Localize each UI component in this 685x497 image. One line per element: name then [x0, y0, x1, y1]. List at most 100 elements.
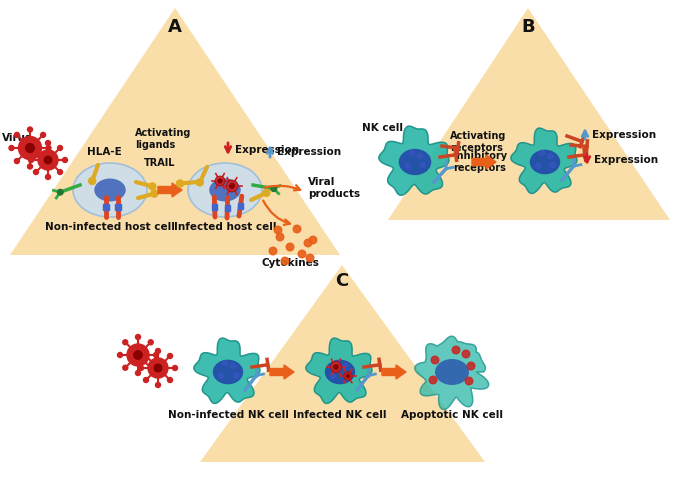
Circle shape [34, 146, 38, 151]
Text: Expression: Expression [277, 147, 341, 157]
Ellipse shape [73, 163, 147, 217]
Circle shape [88, 177, 96, 184]
Circle shape [155, 383, 160, 388]
Circle shape [45, 174, 51, 179]
Circle shape [149, 183, 156, 190]
Circle shape [547, 154, 553, 159]
Circle shape [215, 176, 225, 186]
Circle shape [334, 360, 340, 365]
Circle shape [271, 186, 277, 191]
Text: Infected NK cell: Infected NK cell [293, 410, 387, 420]
Circle shape [269, 247, 277, 255]
Bar [115, 204, 121, 210]
Circle shape [138, 365, 143, 370]
Circle shape [34, 169, 38, 174]
Circle shape [551, 163, 556, 167]
Polygon shape [10, 8, 340, 255]
Text: B: B [521, 18, 535, 36]
Ellipse shape [325, 360, 356, 384]
FancyArrow shape [472, 155, 496, 169]
Circle shape [536, 164, 540, 168]
Circle shape [168, 353, 173, 358]
Circle shape [46, 146, 51, 151]
Circle shape [410, 151, 414, 156]
Circle shape [345, 372, 351, 378]
Circle shape [282, 257, 289, 265]
Circle shape [123, 365, 128, 370]
Circle shape [417, 154, 423, 159]
Circle shape [421, 163, 425, 167]
Circle shape [153, 352, 158, 357]
Circle shape [45, 141, 51, 146]
Circle shape [58, 169, 62, 174]
Circle shape [58, 146, 62, 151]
Ellipse shape [210, 178, 240, 201]
Ellipse shape [188, 163, 262, 217]
Circle shape [263, 189, 270, 196]
Text: Non-infected NK cell: Non-infected NK cell [168, 410, 288, 420]
Ellipse shape [213, 360, 243, 384]
Circle shape [219, 374, 223, 379]
Circle shape [173, 365, 177, 370]
Text: Expression: Expression [235, 145, 299, 155]
Text: NK cell: NK cell [362, 123, 403, 133]
Circle shape [123, 340, 128, 345]
Circle shape [18, 137, 42, 160]
Text: Virus: Virus [2, 133, 32, 143]
Circle shape [229, 184, 234, 188]
Bar [225, 205, 230, 211]
Circle shape [155, 348, 160, 353]
Text: Expression: Expression [592, 130, 656, 140]
Text: Apoptotic NK cell: Apoptotic NK cell [401, 410, 503, 420]
Circle shape [29, 158, 34, 163]
Polygon shape [306, 338, 372, 404]
Circle shape [136, 370, 140, 376]
FancyArrow shape [158, 183, 182, 197]
Circle shape [223, 360, 227, 365]
Circle shape [452, 346, 460, 354]
Circle shape [406, 164, 410, 168]
Polygon shape [379, 126, 449, 195]
Text: C: C [336, 272, 349, 290]
Circle shape [118, 352, 123, 357]
Bar [212, 204, 217, 210]
Circle shape [151, 190, 158, 197]
Circle shape [218, 179, 222, 183]
Circle shape [9, 146, 14, 151]
Circle shape [462, 350, 470, 358]
Circle shape [40, 159, 46, 164]
Circle shape [197, 179, 203, 186]
Circle shape [429, 376, 437, 384]
Polygon shape [200, 265, 485, 462]
FancyArrow shape [270, 365, 294, 379]
Polygon shape [388, 8, 670, 220]
Circle shape [177, 180, 184, 187]
Circle shape [334, 365, 338, 369]
Circle shape [276, 233, 284, 241]
Circle shape [14, 132, 19, 137]
Circle shape [467, 362, 475, 370]
Circle shape [127, 344, 149, 366]
Circle shape [148, 365, 153, 370]
Polygon shape [415, 336, 488, 410]
Text: Expression: Expression [594, 155, 658, 165]
Polygon shape [194, 338, 260, 404]
Circle shape [27, 127, 32, 132]
Text: TRAIL: TRAIL [144, 158, 175, 168]
Text: Infected host cell: Infected host cell [174, 222, 276, 232]
Text: HLA-E: HLA-E [86, 147, 121, 157]
Circle shape [298, 250, 306, 258]
Circle shape [38, 150, 58, 170]
Circle shape [14, 159, 19, 164]
Text: Activating
ligands: Activating ligands [135, 128, 191, 150]
Circle shape [25, 144, 34, 153]
Circle shape [134, 351, 142, 359]
Circle shape [62, 158, 68, 163]
Circle shape [293, 225, 301, 233]
Circle shape [344, 372, 352, 380]
Circle shape [226, 180, 238, 192]
Circle shape [330, 361, 342, 372]
Circle shape [40, 132, 46, 137]
Circle shape [27, 164, 32, 169]
Text: Non-infected host cell: Non-infected host cell [45, 222, 175, 232]
